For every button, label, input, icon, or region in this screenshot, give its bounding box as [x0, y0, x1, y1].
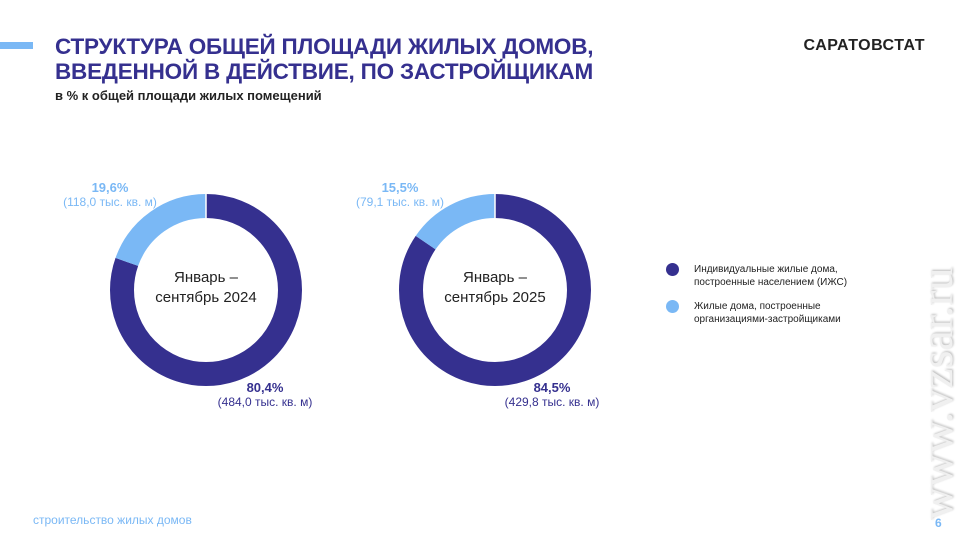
brand-logo: САРАТОВСТАТ [803, 37, 925, 54]
chart1-light-label: 19,6% (118,0 тыс. кв. м) [55, 180, 165, 209]
chart2-light-pct: 15,5% [381, 180, 419, 195]
accent-bar [0, 42, 33, 49]
chart2-light-detail: (79,1 тыс. кв. м) [355, 195, 444, 209]
legend-text: построенные населением (ИЖС) [694, 277, 848, 288]
chart1-light-detail: (118,0 тыс. кв. м) [63, 195, 157, 209]
chart2-dark-label: 84,5% (429,8 тыс. кв. м) [497, 380, 607, 409]
legend-dot-dark [666, 263, 679, 276]
chart1-dark-pct: 80,4% [246, 380, 284, 395]
subtitle: в % к общей площади жилых помещений [55, 88, 322, 103]
chart2-center-label: Январь – сентябрь 2025 [415, 268, 575, 308]
title-line-1: СТРУКТУРА ОБЩЕЙ ПЛОЩАДИ ЖИЛЫХ ДОМОВ, [55, 34, 594, 59]
footer-section: строительство жилых домов [33, 513, 192, 527]
page-number: 6 [935, 516, 942, 530]
chart1-center-label: Январь – сентябрь 2024 [126, 268, 286, 308]
chart1-center-line2: сентябрь 2024 [155, 289, 257, 306]
legend-text: организациями-застройщиками [694, 314, 841, 325]
chart2-dark-pct: 84,5% [533, 380, 571, 395]
legend-text: Индивидуальные жилые дома, [694, 264, 838, 275]
chart1-dark-label: 80,4% (484,0 тыс. кв. м) [210, 380, 320, 409]
page-title: СТРУКТУРА ОБЩЕЙ ПЛОЩАДИ ЖИЛЫХ ДОМОВ, ВВЕД… [55, 34, 594, 84]
chart2-dark-detail: (429,8 тыс. кв. м) [504, 395, 600, 409]
chart1-light-pct: 19,6% [91, 180, 129, 195]
legend-dot-light [666, 300, 679, 313]
chart2-light-label: 15,5% (79,1 тыс. кв. м) [345, 180, 455, 209]
chart2-center-line2: сентябрь 2025 [444, 289, 546, 306]
chart1-dark-detail: (484,0 тыс. кв. м) [217, 395, 313, 409]
chart1-center-line1: Январь – [174, 269, 238, 286]
title-line-2: ВВЕДЕННОЙ В ДЕЙСТВИЕ, ПО ЗАСТРОЙЩИКАМ [55, 59, 593, 84]
chart2-center-line1: Январь – [463, 269, 527, 286]
legend-text: Жилые дома, построенные [694, 301, 821, 312]
